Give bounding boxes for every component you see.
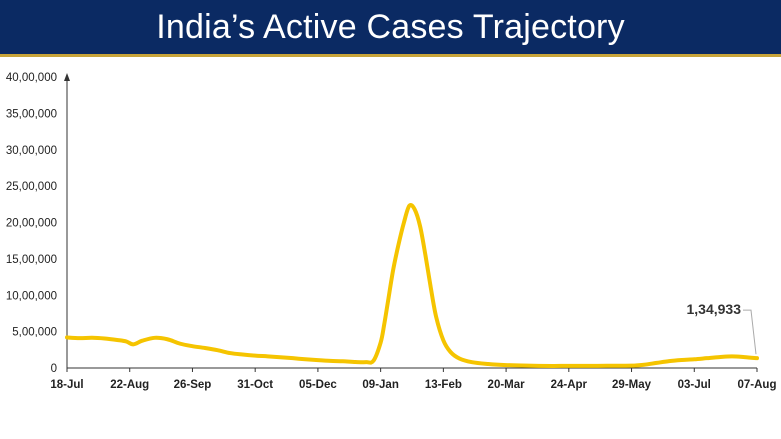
y-tick-label: 20,00,000 [6, 218, 57, 230]
x-tick-label: 31-Oct [237, 379, 273, 391]
y-tick-label: 10,00,000 [6, 290, 57, 302]
active-cases-line [65, 202, 759, 368]
title-bar: India’s Active Cases Trajectory [0, 0, 781, 54]
title-underline [0, 54, 781, 57]
x-axis-ticks: 18-Jul 22-Aug 26-Sep 31-Oct 05-Dec 09-Jan 13-F… [50, 368, 776, 391]
x-tick-label: 24-Apr [551, 379, 588, 391]
x-tick-label: 22-Aug [110, 379, 149, 391]
annotations: 1,34,933 [687, 301, 757, 355]
x-tick-label: 09-Jan [362, 379, 398, 391]
active-cases-chart: 0 5,00,000 10,00,000 15,00,000 20,00,000 25,0… [6, 72, 777, 391]
x-tick-label: 26-Sep [174, 379, 212, 391]
page-title: India’s Active Cases Trajectory [156, 7, 625, 46]
y-tick-label: 0 [51, 363, 57, 375]
y-tick-label: 15,00,000 [6, 254, 57, 266]
x-tick-label: 18-Jul [50, 379, 83, 391]
annotation-leader-line [743, 309, 757, 355]
y-tick-label: 30,00,000 [6, 145, 57, 157]
y-axis-ticks: 0 5,00,000 10,00,000 15,00,000 20,00,000 25,0… [6, 72, 57, 375]
x-tick-label: 05-Dec [299, 379, 337, 391]
x-tick-label: 20-Mar [488, 379, 526, 391]
y-tick-label: 40,00,000 [6, 72, 57, 84]
x-tick-label: 29-May [612, 379, 652, 391]
x-tick-label: 03-Jul [678, 379, 711, 391]
y-tick-label: 35,00,000 [6, 108, 57, 120]
x-tick-label: 07-Aug [738, 379, 777, 391]
x-tick-label: 13-Feb [425, 379, 462, 391]
latest-value-label: 1,34,933 [687, 301, 742, 317]
y-tick-label: 5,00,000 [12, 327, 57, 339]
y-tick-label: 25,00,000 [6, 181, 57, 193]
y-axis-arrow [64, 73, 70, 81]
